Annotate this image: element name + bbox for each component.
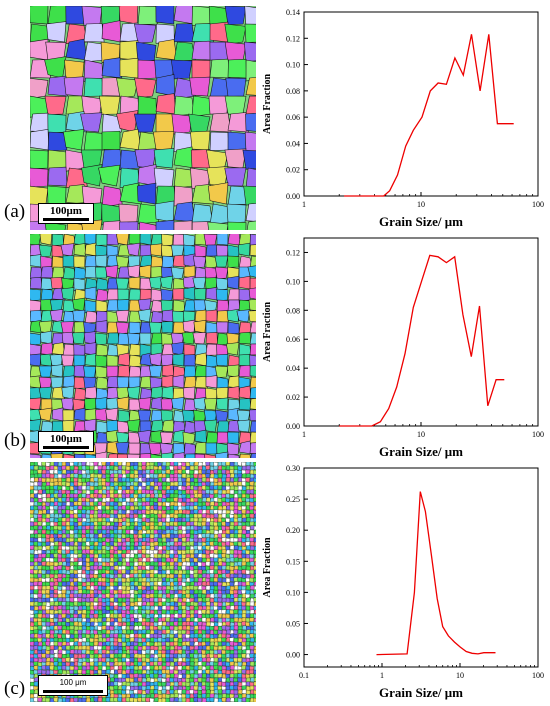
x-axis-title: Grain Size/ μm bbox=[379, 685, 463, 700]
chart-c: 0.1 1 10 100 0.00 0.05 0.10 0.15 0.20 0.25 0.30 Gra… bbox=[256, 460, 550, 704]
plot-frame bbox=[303, 237, 539, 427]
chart-b: 1 10 100 0.00 0.02 0.04 0.06 0.08 0.10 0.12 Grain … bbox=[256, 232, 550, 459]
y-tick-label: 0.08 bbox=[286, 306, 300, 315]
y-tick-label: 0.10 bbox=[286, 588, 300, 597]
x-tick-label: 10 bbox=[456, 671, 464, 680]
plot-frame bbox=[303, 11, 539, 197]
y-axis-title: Area Fraction bbox=[262, 74, 273, 135]
x-tick-label: 0.1 bbox=[299, 671, 309, 680]
y-tick-label: 0.04 bbox=[286, 139, 300, 148]
y-tick-label: 0.06 bbox=[286, 335, 300, 344]
y-tick-label: 0.30 bbox=[286, 464, 300, 473]
x-tick-label: 10 bbox=[417, 430, 425, 439]
panel-label-b: (b) bbox=[4, 430, 27, 451]
panel-label-c: (c) bbox=[4, 678, 26, 699]
series-line bbox=[339, 254, 505, 427]
grain-mosaic-a bbox=[30, 6, 256, 230]
y-tick-label: 0.00 bbox=[286, 422, 300, 431]
y-tick-label: 0.02 bbox=[286, 393, 300, 402]
x-axis-title: Grain Size/ μm bbox=[379, 214, 463, 229]
scale-bar-label-a: 100μm bbox=[50, 205, 82, 217]
y-tick-label: 0.06 bbox=[286, 113, 300, 122]
y-tick-label: 0.08 bbox=[286, 87, 300, 96]
y-tick-label: 0.00 bbox=[286, 192, 300, 201]
scale-bar-label-b: 100μm bbox=[50, 433, 82, 445]
series-line bbox=[344, 34, 514, 197]
chart-svg-c: 0.1 1 10 100 0.00 0.05 0.10 0.15 0.20 0.25 0.30 Gra… bbox=[262, 464, 544, 700]
y-tick-label: 0.20 bbox=[286, 526, 300, 535]
x-axis-title: Grain Size/ μm bbox=[379, 444, 463, 459]
x-tick-label: 100 bbox=[532, 200, 544, 209]
scale-bar-line-a bbox=[43, 218, 89, 221]
y-tick-label: 0.15 bbox=[286, 557, 300, 566]
x-tick-label: 1 bbox=[380, 671, 384, 680]
y-axis-title: Area Fraction bbox=[262, 302, 273, 363]
scale-bar-line-c bbox=[43, 690, 103, 693]
chart-svg-b: 1 10 100 0.00 0.02 0.04 0.06 0.08 0.10 0.12 Grain … bbox=[262, 237, 544, 459]
scale-bar-c: 100 μm bbox=[38, 675, 108, 696]
y-axis-title: Area Fraction bbox=[262, 537, 273, 598]
scale-bar-label-c: 100 μm bbox=[59, 678, 87, 687]
y-tick-label: 0.14 bbox=[286, 8, 300, 17]
x-tick-label: 100 bbox=[532, 430, 544, 439]
y-tick-label: 0.12 bbox=[286, 34, 300, 43]
grain-mosaic-c bbox=[30, 462, 256, 702]
panel-label-a: (a) bbox=[4, 201, 26, 222]
ebsd-map-a: 100μm bbox=[30, 6, 256, 230]
scale-bar-b: 100μm bbox=[38, 431, 94, 452]
x-tick-label: 10 bbox=[417, 200, 425, 209]
plot-frame bbox=[303, 467, 539, 668]
y-tick-label: 0.10 bbox=[286, 61, 300, 70]
x-tick-label: 100 bbox=[532, 671, 544, 680]
y-tick-label: 0.25 bbox=[286, 495, 300, 504]
scale-bar-line-b bbox=[43, 446, 89, 449]
y-tick-label: 0.12 bbox=[286, 248, 300, 257]
ebsd-map-c: 100 μm bbox=[30, 462, 256, 702]
series-line bbox=[376, 491, 496, 656]
scale-bar-a: 100μm bbox=[38, 203, 94, 224]
x-tick-label: 1 bbox=[302, 430, 306, 439]
grain-mosaic-b bbox=[30, 234, 256, 458]
y-tick-label: 0.00 bbox=[286, 651, 300, 660]
chart-a: 1 10 100 0.00 0.02 0.04 0.06 0.08 0.10 0.12 0.14 Gr… bbox=[256, 4, 550, 229]
x-tick-label: 1 bbox=[302, 200, 306, 209]
y-tick-label: 0.04 bbox=[286, 364, 300, 373]
y-tick-label: 0.10 bbox=[286, 277, 300, 286]
ebsd-map-b: 100μm bbox=[30, 234, 256, 458]
y-tick-label: 0.02 bbox=[286, 166, 300, 175]
chart-svg-a: 1 10 100 0.00 0.02 0.04 0.06 0.08 0.10 0.12 0.14 Gr… bbox=[262, 8, 544, 229]
y-tick-label: 0.05 bbox=[286, 619, 300, 628]
